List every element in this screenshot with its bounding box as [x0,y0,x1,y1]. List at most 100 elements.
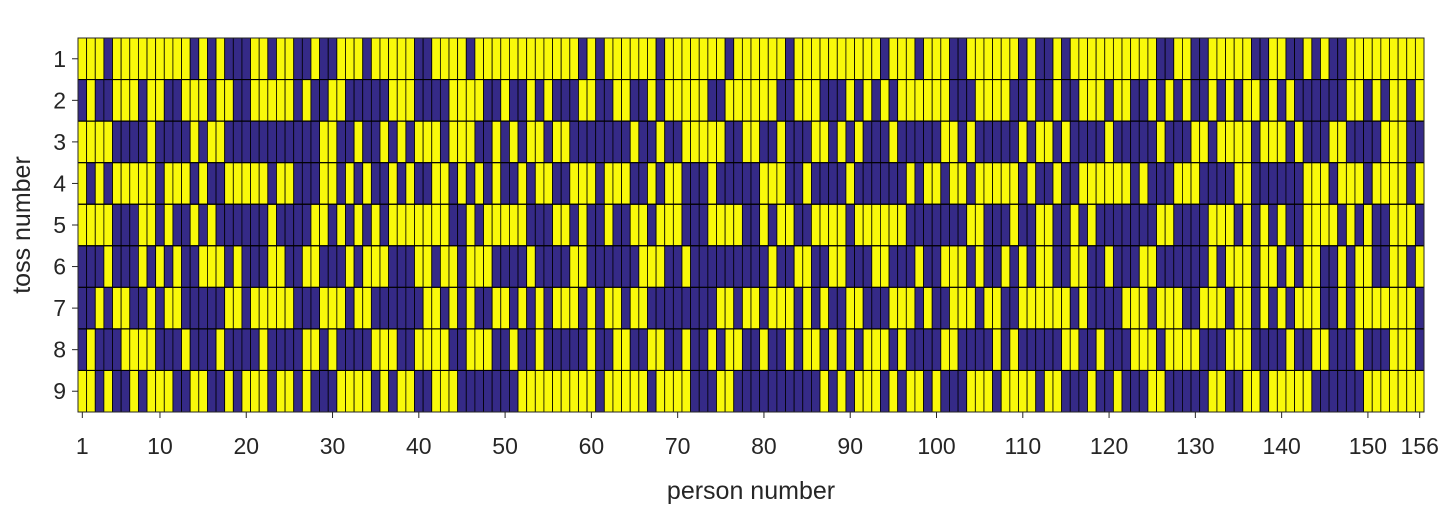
heatmap-cell [1320,37,1330,80]
heatmap-cell [1294,245,1304,288]
heatmap-cell [931,203,942,247]
heatmap-cell [120,37,131,80]
heatmap-cell [854,328,864,371]
heatmap-cell [414,37,424,80]
heatmap-cell [1406,120,1416,164]
heatmap-cell [396,79,407,122]
heatmap-cells [77,37,1425,413]
heatmap-cell [595,245,605,288]
heatmap-cell [1320,286,1330,330]
heatmap-cell [1026,162,1037,205]
heatmap-cell [448,120,459,164]
heatmap-cell [379,37,390,80]
heatmap-cell [983,120,993,164]
heatmap-cell [1087,245,1097,288]
heatmap-cell [1259,328,1270,371]
heatmap-cell [250,37,260,80]
heatmap-cell [785,286,795,330]
heatmap-cell [1233,203,1244,247]
heatmap-cell [103,37,113,80]
heatmap-cell [181,120,191,164]
heatmap-cell [1397,245,1408,288]
heatmap-cell [621,162,631,205]
heatmap-cell [517,120,528,164]
heatmap-cell [793,162,804,205]
heatmap-cell [319,203,329,247]
x-tick-label: 150 [1349,433,1387,459]
heatmap-cell [681,286,691,330]
heatmap-cell [370,37,381,80]
heatmap-cell [836,162,847,205]
heatmap-cell [327,370,338,413]
heatmap-cell [759,203,769,247]
heatmap-cell [207,37,217,80]
heatmap-cell [284,162,295,205]
heatmap-cell [672,286,683,330]
heatmap-cell [388,286,398,330]
heatmap-cell [517,79,528,122]
heatmap-cell [836,37,847,80]
heatmap-cell [1138,79,1149,122]
x-tick-label: 70 [665,433,691,459]
heatmap-cell [845,370,855,413]
heatmap-cell [552,37,562,80]
heatmap-cell [448,162,459,205]
heatmap-cell [1009,245,1019,288]
heatmap-cell [94,203,105,247]
heatmap-cell [1259,286,1270,330]
heatmap-cell [854,286,864,330]
heatmap-cell [957,203,968,247]
heatmap-cell [146,245,157,288]
heatmap-cell [129,37,139,80]
heatmap-cell [405,120,415,164]
heatmap-cell [181,370,191,413]
heatmap-cell [103,162,113,205]
heatmap-cell [811,37,821,80]
heatmap-cell [707,286,717,330]
heatmap-cell [189,79,200,122]
heatmap-cell [655,370,666,413]
heatmap-cell [612,328,622,371]
heatmap-cell [1406,37,1416,80]
x-tick-label: 100 [917,433,955,459]
heatmap-cell [698,79,709,122]
heatmap-cell [854,79,864,122]
heatmap-cell [1311,162,1321,205]
heatmap-cell [1225,286,1235,330]
heatmap-cell [1311,245,1321,288]
heatmap-cell [396,245,407,288]
heatmap-cell [258,120,269,164]
heatmap-cell [621,37,631,80]
heatmap-cell [957,328,968,371]
heatmap-cell [241,203,251,247]
heatmap-cell [923,79,933,122]
heatmap-cell [414,162,424,205]
heatmap-cell [1164,245,1175,288]
heatmap-cell [526,328,536,371]
heatmap-cell [1225,245,1235,288]
heatmap-cell [483,162,493,205]
heatmap-cell [224,286,234,330]
heatmap-cell [1397,162,1408,205]
heatmap-cell [793,370,804,413]
heatmap-cell [163,286,174,330]
heatmap-cell [741,120,752,164]
heatmap-cell [1354,37,1364,80]
heatmap-cell [1164,120,1175,164]
heatmap-cell [741,37,752,80]
heatmap-cell [638,370,648,413]
heatmap-cell [905,245,916,288]
heatmap-cell [345,370,355,413]
heatmap-cell [1156,203,1166,247]
heatmap-cell [362,120,372,164]
heatmap-cell [750,203,761,247]
heatmap-cell [172,162,182,205]
heatmap-cell [1233,286,1244,330]
heatmap-cell [888,328,899,371]
heatmap-cell [638,328,648,371]
heatmap-cell [1147,328,1157,371]
heatmap-cell [1233,370,1244,413]
heatmap-cell [1061,79,1071,122]
heatmap-cell [1130,286,1140,330]
heatmap-cell [931,120,942,164]
